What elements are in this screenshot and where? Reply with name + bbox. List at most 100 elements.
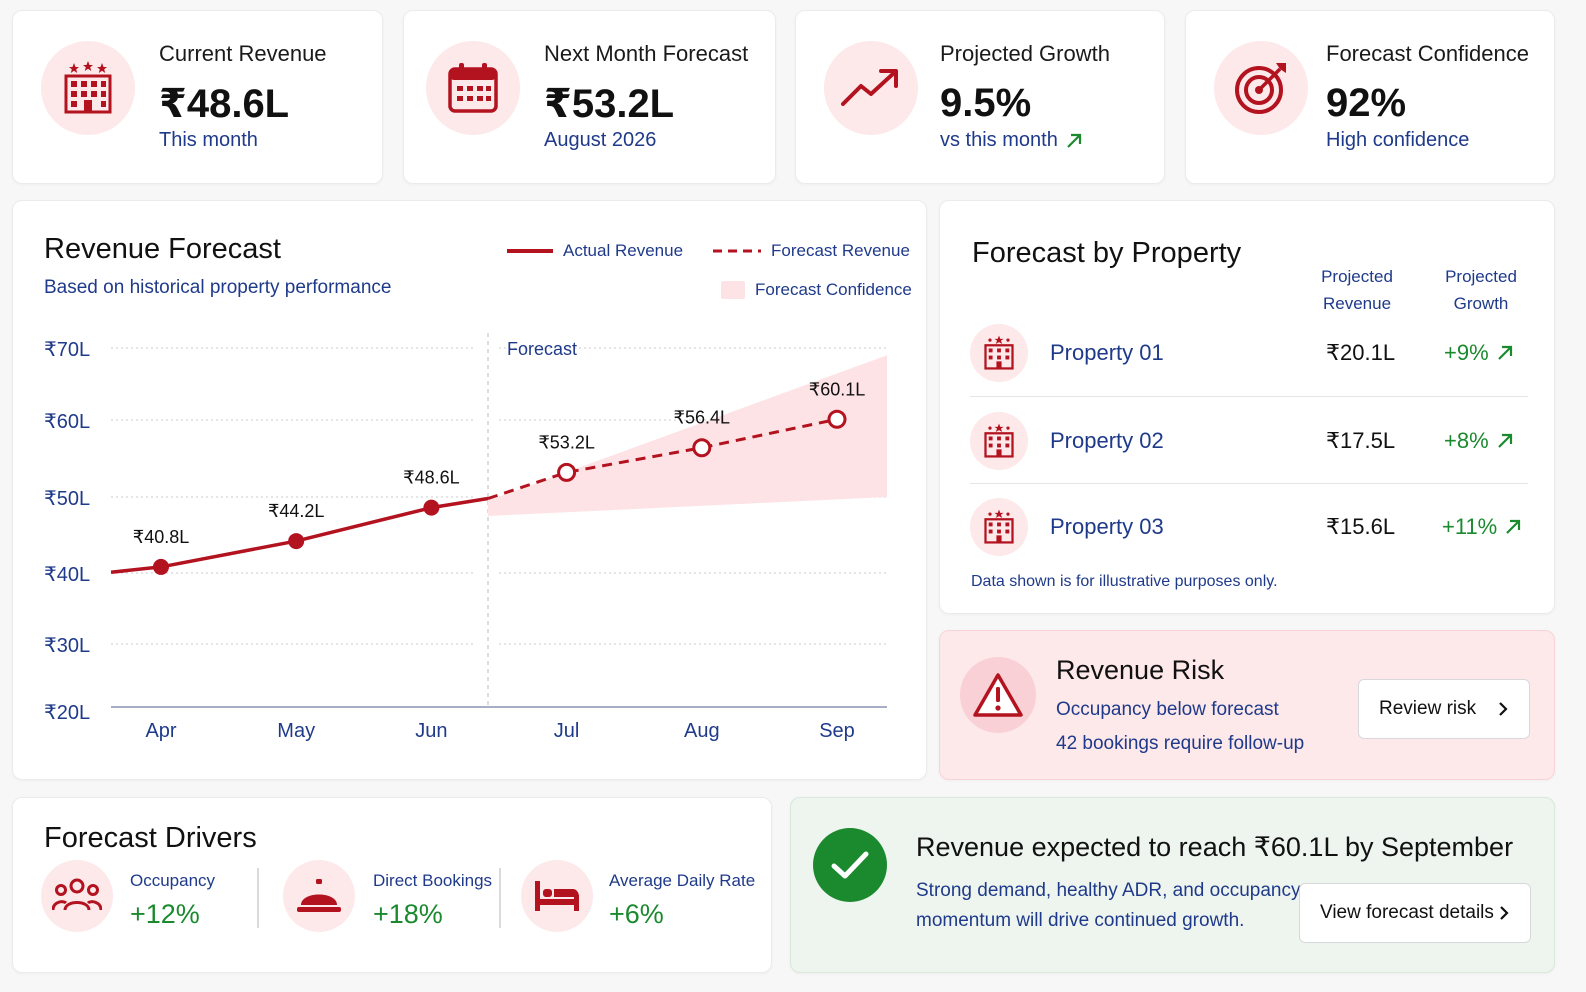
data-label: ₹56.4L <box>674 408 731 428</box>
kpi-sub-text: vs this month <box>940 129 1058 151</box>
kpi-value: 9.5% <box>940 81 1032 125</box>
property-row[interactable]: Property 03 ₹15.6L +11% <box>970 487 1524 567</box>
hotel-icon <box>970 412 1028 470</box>
x-tick-label: Jun <box>415 720 447 742</box>
kpi-card-projected-growth: Projected Growth 9.5% vs this month <box>795 10 1165 184</box>
y-tick-label: ₹40L <box>44 564 90 586</box>
driver-label: Direct Bookings <box>373 871 493 890</box>
legend-actual: Actual Revenue <box>507 241 683 261</box>
revenue-forecast-chart: ₹70L ₹60L ₹50L ₹40L ₹30L ₹20L Forecast ₹40.8L Ap… <box>44 333 887 742</box>
forecast-marker-label: Forecast <box>507 339 577 359</box>
kpi-sub-text: This month <box>159 129 258 151</box>
x-tick-label: May <box>277 720 315 742</box>
kpi-sub: This month <box>159 129 258 152</box>
kpi-sub: vs this month <box>940 129 1084 152</box>
x-tick-label: Apr <box>145 720 176 742</box>
y-tick-label: ₹60L <box>44 411 90 433</box>
x-tick-label: Aug <box>684 720 720 742</box>
x-tick-label: Sep <box>819 720 855 742</box>
forecast-point <box>827 409 847 429</box>
row-divider <box>970 396 1528 397</box>
property-growth: +11% <box>1442 514 1523 540</box>
view-forecast-details-label: View forecast details <box>1320 902 1494 923</box>
chart-title: Revenue Forecast <box>44 233 281 265</box>
kpi-sub-text: August 2026 <box>544 129 657 151</box>
legend-confidence-label: Forecast Confidence <box>755 280 912 299</box>
arrow-up-right-icon <box>1506 519 1521 534</box>
summary-title: Revenue expected to reach ₹60.1L by Sept… <box>916 832 1514 862</box>
target-icon <box>1214 41 1308 135</box>
y-tick-label: ₹20L <box>44 702 90 724</box>
property-name: Property 03 <box>1050 514 1164 539</box>
actual-point <box>153 558 169 575</box>
actual-point <box>288 533 305 550</box>
driver-label: Occupancy <box>130 871 216 890</box>
drivers-title: Forecast Drivers <box>44 822 257 854</box>
actual-point <box>423 499 440 516</box>
hotel-icon <box>41 41 135 135</box>
driver-label: Average Daily Rate <box>609 871 756 890</box>
property-row[interactable]: Property 02 ₹17.5L +8% <box>970 401 1524 481</box>
kpi-card-next-month-forecast: Next Month Forecast ₹53.2L August 2026 <box>403 10 776 184</box>
risk-title: Revenue Risk <box>1056 655 1225 685</box>
forecast-drivers-card: Forecast Drivers Occupancy +12% Direct B… <box>12 797 772 973</box>
y-tick-label: ₹30L <box>44 635 90 657</box>
legend-forecast: Forecast Revenue <box>713 241 910 261</box>
property-row[interactable]: Property 01 ₹20.1L +9% <box>970 313 1524 393</box>
kpi-value: 92% <box>1326 81 1407 125</box>
warning-icon <box>960 657 1036 733</box>
driver-value: +18% <box>373 899 443 929</box>
forecast-point <box>692 438 712 458</box>
legend-confidence-swatch <box>721 281 745 299</box>
revenue-risk-card: Revenue Risk Occupancy below forecast 42… <box>939 630 1555 780</box>
service-bell-icon <box>283 860 355 932</box>
kpi-sub: High confidence <box>1326 129 1469 152</box>
kpi-label: Projected Growth <box>940 41 1110 66</box>
legend-actual-label: Actual Revenue <box>563 241 684 260</box>
row-divider <box>970 483 1528 484</box>
kpi-card-forecast-confidence: Forecast Confidence 92% High confidence <box>1185 10 1555 184</box>
confidence-band <box>488 355 887 516</box>
property-name: Property 02 <box>1050 428 1164 453</box>
col-header-revenue: Projected Revenue <box>1321 267 1393 313</box>
people-icon <box>41 860 113 932</box>
view-forecast-details-button[interactable]: View forecast details <box>1299 883 1531 943</box>
summary-line2: momentum will drive continued growth. <box>916 910 1245 931</box>
kpi-value: ₹53.2L <box>544 82 675 126</box>
forecast-revenue-line <box>487 417 838 500</box>
risk-line1: Occupancy below forecast <box>1056 699 1279 720</box>
y-tick-label: ₹50L <box>44 488 90 510</box>
chart-subtitle: Based on historical property performance <box>44 277 392 298</box>
property-name: Property 01 <box>1050 340 1164 365</box>
driver-value: +6% <box>609 899 664 929</box>
kpi-value: ₹48.6L <box>159 82 290 126</box>
col-header-growth: Projected Growth <box>1445 267 1517 313</box>
calendar-icon <box>426 41 520 135</box>
driver-separator <box>499 868 501 928</box>
review-risk-button[interactable]: Review risk <box>1358 679 1530 739</box>
kpi-sub: August 2026 <box>544 129 656 152</box>
property-growth-value: +8% <box>1444 428 1489 453</box>
data-label: ₹60.1L <box>809 379 866 399</box>
forecast-summary-card: Revenue expected to reach ₹60.1L by Sept… <box>790 797 1555 973</box>
property-growth-value: +11% <box>1442 514 1498 539</box>
y-tick-label: ₹70L <box>44 339 90 361</box>
data-label: ₹48.6L <box>403 468 460 488</box>
kpi-label: Current Revenue <box>159 41 327 66</box>
driver-value: +12% <box>130 899 200 929</box>
driver-separator <box>257 868 259 928</box>
property-title: Forecast by Property <box>972 237 1242 269</box>
bed-icon <box>521 860 593 932</box>
review-risk-label: Review risk <box>1379 698 1477 719</box>
hotel-icon <box>970 498 1028 556</box>
forecast-point <box>557 462 577 482</box>
legend-forecast-label: Forecast Revenue <box>771 241 910 260</box>
checkmark-icon <box>813 828 887 902</box>
kpi-sub-text: High confidence <box>1326 129 1470 151</box>
summary-line1: Strong demand, healthy ADR, and occupanc… <box>916 880 1301 901</box>
property-growth-value: +9% <box>1444 340 1489 365</box>
arrow-up-right-icon <box>1497 345 1512 360</box>
kpi-label: Forecast Confidence <box>1326 41 1529 66</box>
arrow-up-right-icon <box>1497 433 1512 448</box>
kpi-card-current-revenue: Current Revenue ₹48.6L This month <box>12 10 383 184</box>
